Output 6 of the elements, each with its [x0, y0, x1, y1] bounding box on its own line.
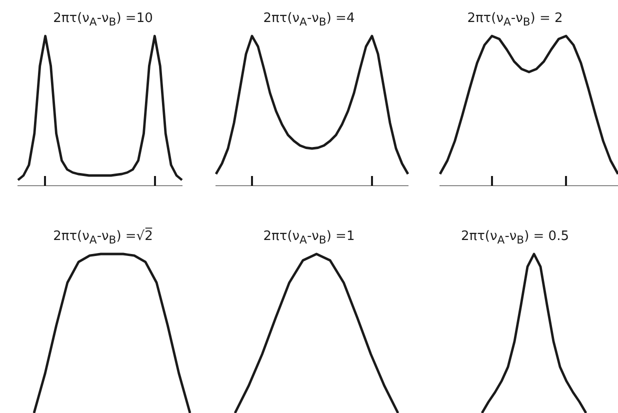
chart-title: 2πτ(ν$_{A}$-ν$_{B}$) =1: [262, 228, 356, 248]
chart-title: 2πτ(ν$_{A}$-ν$_{B}$) =4: [262, 10, 356, 30]
chart-title: 2πτ(ν$_{A}$-ν$_{B}$) = 0.5: [460, 228, 570, 248]
chart-title: 2πτ(ν$_{A}$-ν$_{B}$) =√2̅: [52, 227, 154, 248]
chart-title: 2πτ(ν$_{A}$-ν$_{B}$) = 2: [466, 10, 564, 30]
chart-title: 2πτ(ν$_{A}$-ν$_{B}$) =10: [52, 10, 154, 30]
